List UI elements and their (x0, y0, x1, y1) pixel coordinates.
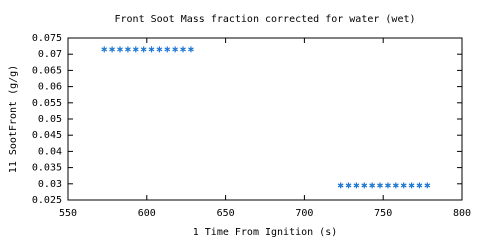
y-tick-label: 0.075 (32, 33, 62, 44)
point (124, 46, 131, 53)
point (132, 46, 139, 53)
x-tick-label: 600 (138, 208, 156, 219)
point (385, 182, 391, 189)
point (156, 46, 163, 53)
y-tick-label: 0.04 (38, 146, 62, 157)
point (148, 46, 155, 53)
point (345, 182, 352, 189)
point (377, 182, 383, 189)
y-tick-label: 0.045 (32, 130, 62, 141)
point (353, 182, 360, 189)
x-tick-label: 650 (217, 208, 235, 219)
y-tick-label: 0.065 (32, 65, 62, 76)
point (140, 46, 147, 53)
y-tick-label: 0.07 (38, 49, 62, 60)
chart-title: Front Soot Mass fraction corrected for w… (114, 14, 415, 25)
point (109, 46, 116, 53)
x-tick-label: 550 (59, 208, 77, 219)
x-tick-label: 800 (453, 208, 471, 219)
point (101, 46, 108, 53)
point (392, 182, 399, 189)
point (369, 182, 376, 189)
point (337, 182, 344, 189)
y-axis-label: 11 SootFront (g/g) (8, 65, 19, 173)
y-tick-label: 0.035 (32, 163, 62, 174)
y-tick-label: 0.05 (38, 114, 62, 125)
point (400, 182, 407, 189)
point (180, 46, 186, 53)
plot-frame (67, 37, 463, 201)
point (172, 46, 179, 53)
point (424, 182, 431, 189)
y-tick-label: 0.055 (32, 98, 62, 109)
point (361, 182, 368, 189)
x-axis-label: 1 Time From Ignition (s) (193, 227, 338, 238)
x-tick-label: 750 (374, 208, 392, 219)
y-tick-label: 0.06 (38, 82, 62, 93)
point (117, 46, 123, 53)
point (164, 46, 171, 53)
point (416, 182, 423, 189)
point (188, 46, 194, 53)
point (408, 182, 415, 189)
y-tick-label: 0.025 (32, 195, 62, 206)
x-tick-label: 700 (295, 208, 313, 219)
y-tick-label: 0.03 (38, 179, 62, 190)
